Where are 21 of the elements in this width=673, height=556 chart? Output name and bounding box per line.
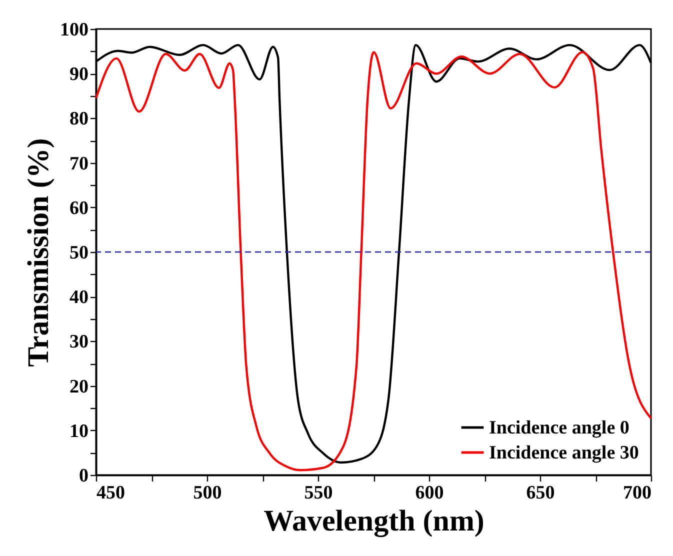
y-tick-label: 40 — [70, 287, 88, 308]
x-tick-label: 550 — [304, 482, 333, 504]
y-tick-label: 20 — [70, 376, 88, 398]
legend-label: Incidence angle 0 — [489, 418, 630, 438]
x-tick-label: 600 — [415, 482, 444, 504]
y-tick-label: 0 — [79, 466, 88, 486]
x-tick-label: 650 — [526, 482, 555, 504]
legend-label: Incidence angle 30 — [489, 442, 639, 464]
y-tick-label: 80 — [70, 108, 88, 130]
y-tick-label: 70 — [70, 153, 88, 174]
x-tick-label: 700 — [623, 482, 652, 504]
y-tick-label: 30 — [70, 332, 88, 353]
y-tick-label: 60 — [70, 198, 88, 219]
x-axis-title: Wavelength (nm) — [264, 504, 484, 538]
y-tick-label: 50 — [70, 242, 88, 264]
x-tick-label: 500 — [193, 482, 222, 504]
y-tick-label: 10 — [70, 420, 88, 442]
y-axis-title: Transmission (%) — [22, 138, 55, 367]
y-tick-label: 100 — [60, 20, 88, 40]
x-tick-label: 450 — [96, 482, 125, 504]
y-tick-label: 90 — [70, 64, 88, 86]
